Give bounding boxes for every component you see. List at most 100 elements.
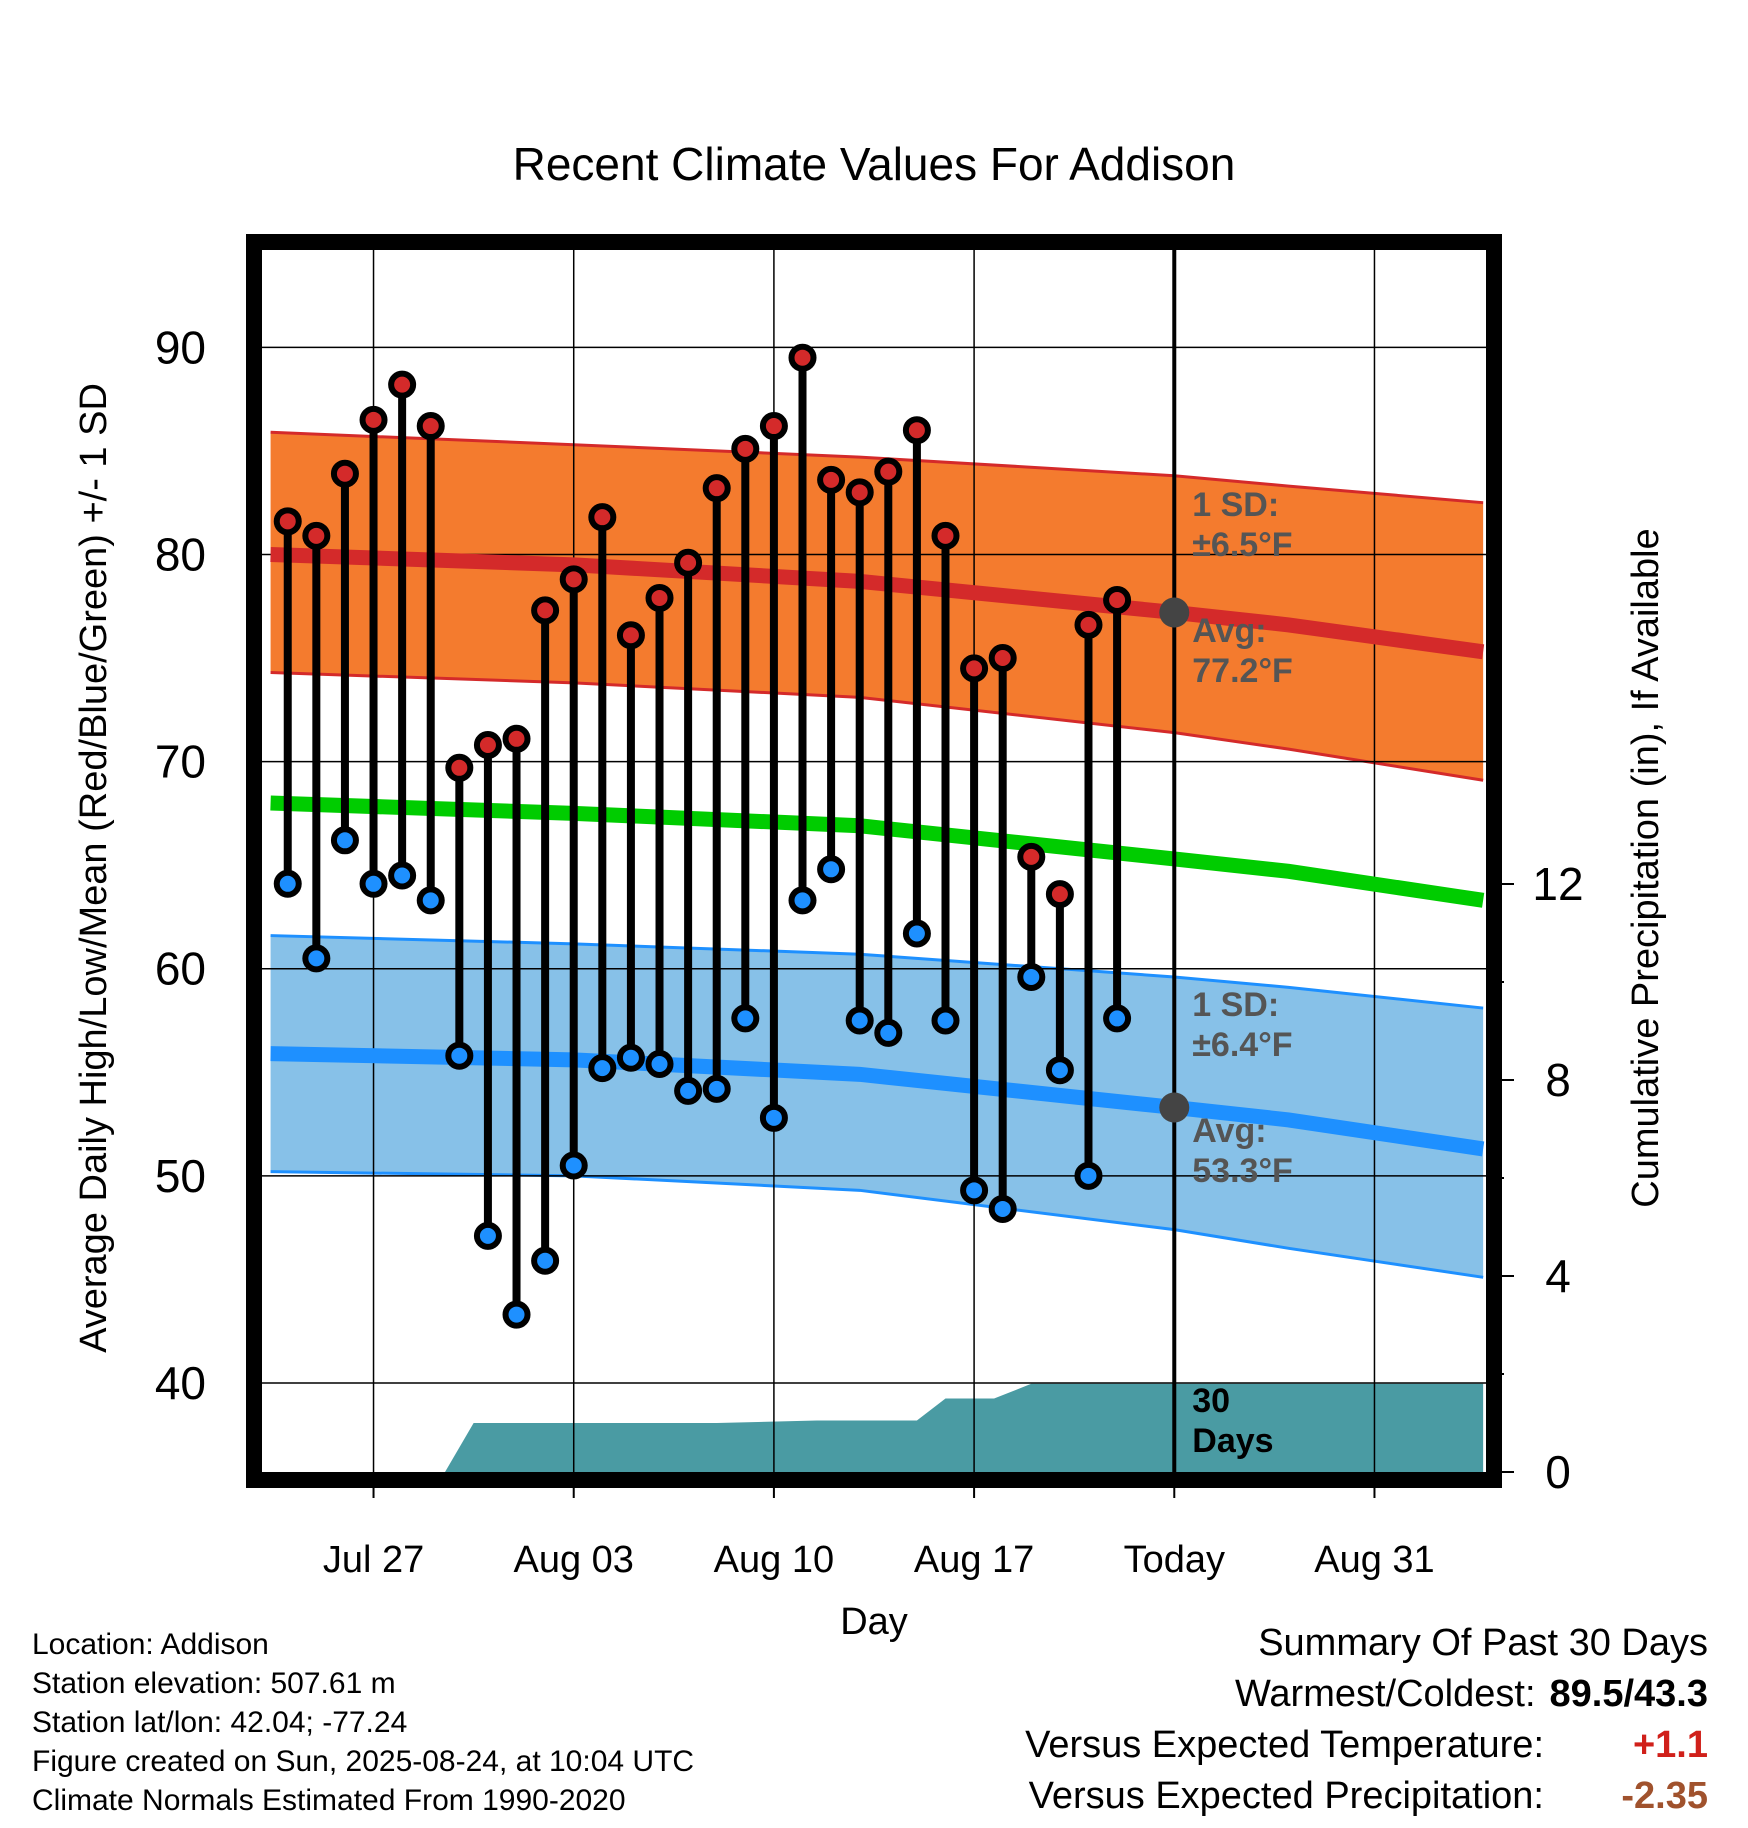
temp-label: Versus Expected Temperature: xyxy=(1025,1724,1544,1766)
precip-annotation-line: 30 xyxy=(1192,1382,1230,1420)
high-point xyxy=(674,548,703,577)
precip-annotation: 30 Days xyxy=(1192,1382,1273,1460)
low-avg-annotation-line: 53.3°F xyxy=(1192,1152,1293,1190)
warm-cold-value: 89.5/43.3 xyxy=(1549,1673,1708,1715)
x-tick-label: Aug 03 xyxy=(513,1539,633,1581)
high-point xyxy=(559,565,588,594)
high-sd-upper-line xyxy=(270,430,1484,505)
high-point xyxy=(788,343,817,372)
y2-tick-label: 8 xyxy=(1545,1054,1571,1106)
high-point xyxy=(731,434,760,463)
high-point xyxy=(845,478,874,507)
low-sd-upper-line xyxy=(270,934,1484,1010)
high-point xyxy=(874,457,903,486)
y2-tick-label: 4 xyxy=(1545,1250,1571,1302)
low-point xyxy=(674,1076,703,1105)
temp-value: +1.1 xyxy=(1632,1724,1708,1766)
low-point xyxy=(1074,1161,1103,1190)
low-point xyxy=(874,1018,903,1047)
low-point xyxy=(502,1300,531,1329)
high-point xyxy=(473,731,502,760)
low-point xyxy=(273,869,302,898)
high-point xyxy=(445,753,474,782)
low-point xyxy=(702,1074,731,1103)
high-point xyxy=(616,621,645,650)
high-point xyxy=(1103,586,1132,615)
low-sd-annotation-line: ±6.4°F xyxy=(1192,1026,1292,1064)
y2-tick-label: 0 xyxy=(1545,1446,1571,1498)
high-point xyxy=(531,596,560,625)
high-avg-annotation-line: 77.2°F xyxy=(1192,652,1293,690)
low-sd-band xyxy=(270,935,1484,1278)
y-tick-label: 80 xyxy=(155,528,206,580)
low-point xyxy=(931,1006,960,1035)
summary-title: Summary Of Past 30 Days xyxy=(1258,1622,1708,1664)
low-avg-annotation: Avg: 53.3°F xyxy=(1192,1112,1293,1190)
low-point xyxy=(359,869,388,898)
low-point xyxy=(388,861,417,890)
high-point xyxy=(588,503,617,532)
summary-warm-cold: Warmest/Coldest: 89.5/43.3 xyxy=(1025,1669,1708,1720)
y-tick-label: 40 xyxy=(155,1357,206,1409)
high-point xyxy=(330,459,359,488)
high-sd-band xyxy=(270,432,1484,781)
low-point xyxy=(731,1004,760,1033)
chart-title: Recent Climate Values For Addison xyxy=(513,138,1236,190)
low-avg-annotation-line: Avg: xyxy=(1192,1112,1266,1150)
y-tick-label: 90 xyxy=(155,321,206,373)
low-point xyxy=(445,1041,474,1070)
low-point xyxy=(1103,1004,1132,1033)
y2-axis-label: Cumulative Precipitation (in), If Availa… xyxy=(1625,528,1667,1207)
low-point xyxy=(616,1043,645,1072)
location-text: Location: Addison xyxy=(32,1628,269,1661)
y-tick-label: 70 xyxy=(155,736,206,788)
y-tick-label: 50 xyxy=(155,1150,206,1202)
low-point xyxy=(473,1221,502,1250)
low-point xyxy=(645,1049,674,1078)
y-axis-label: Average Daily High/Low/Mean (Red/Blue/Gr… xyxy=(73,383,115,1353)
x-tick-label: Jul 27 xyxy=(323,1539,424,1581)
low-point xyxy=(302,944,331,973)
high-point xyxy=(817,465,846,494)
created-text: Figure created on Sun, 2025-08-24, at 10… xyxy=(32,1745,695,1778)
high-point xyxy=(960,654,989,683)
low-avg-line xyxy=(270,1046,1485,1157)
x-tick-label: Today xyxy=(1124,1539,1225,1581)
precip-label: Versus Expected Precipitation: xyxy=(1028,1775,1544,1817)
low-point xyxy=(1017,962,1046,991)
low-sd-annotation-line: 1 SD: xyxy=(1192,986,1279,1024)
x-tick-label: Aug 31 xyxy=(1314,1539,1434,1581)
high-avg-annotation-line: Avg: xyxy=(1192,612,1266,650)
summary-panel: Summary Of Past 30 Days Warmest/Coldest:… xyxy=(1025,1618,1708,1822)
high-point xyxy=(416,412,445,441)
low-point xyxy=(759,1103,788,1132)
precip-value: -2.35 xyxy=(1621,1775,1708,1817)
latlon-text: Station lat/lon: 42.04; -77.24 xyxy=(32,1706,408,1739)
high-avg-line xyxy=(270,546,1485,660)
y2-tick-label: 12 xyxy=(1532,858,1583,910)
low-point xyxy=(902,919,931,948)
low-sd-annotation: 1 SD: ±6.4°F xyxy=(1192,986,1292,1064)
high-sd-annotation-line: 1 SD: xyxy=(1192,486,1279,524)
station-info: Location: Addison Station elevation: 507… xyxy=(32,1625,694,1820)
high-sd-lower-line xyxy=(270,671,1484,782)
high-point xyxy=(273,507,302,536)
high-point xyxy=(931,521,960,550)
high-point xyxy=(645,583,674,612)
low-point xyxy=(845,1006,874,1035)
x-axis-label: Day xyxy=(840,1601,908,1643)
high-sd-annotation: 1 SD: ±6.5°F xyxy=(1192,486,1292,564)
today-high-marker xyxy=(1159,597,1190,628)
x-tick-label: Aug 10 xyxy=(714,1539,834,1581)
high-point xyxy=(359,405,388,434)
x-tick-label: Aug 17 xyxy=(914,1539,1034,1581)
high-avg-annotation: Avg: 77.2°F xyxy=(1192,612,1293,690)
warm-cold-label: Warmest/Coldest: xyxy=(1234,1673,1536,1715)
plot-area xyxy=(262,250,1486,1472)
low-point xyxy=(330,826,359,855)
low-point xyxy=(559,1151,588,1180)
precip-annotation-line: Days xyxy=(1192,1422,1273,1460)
low-point xyxy=(817,855,846,884)
low-point xyxy=(960,1176,989,1205)
